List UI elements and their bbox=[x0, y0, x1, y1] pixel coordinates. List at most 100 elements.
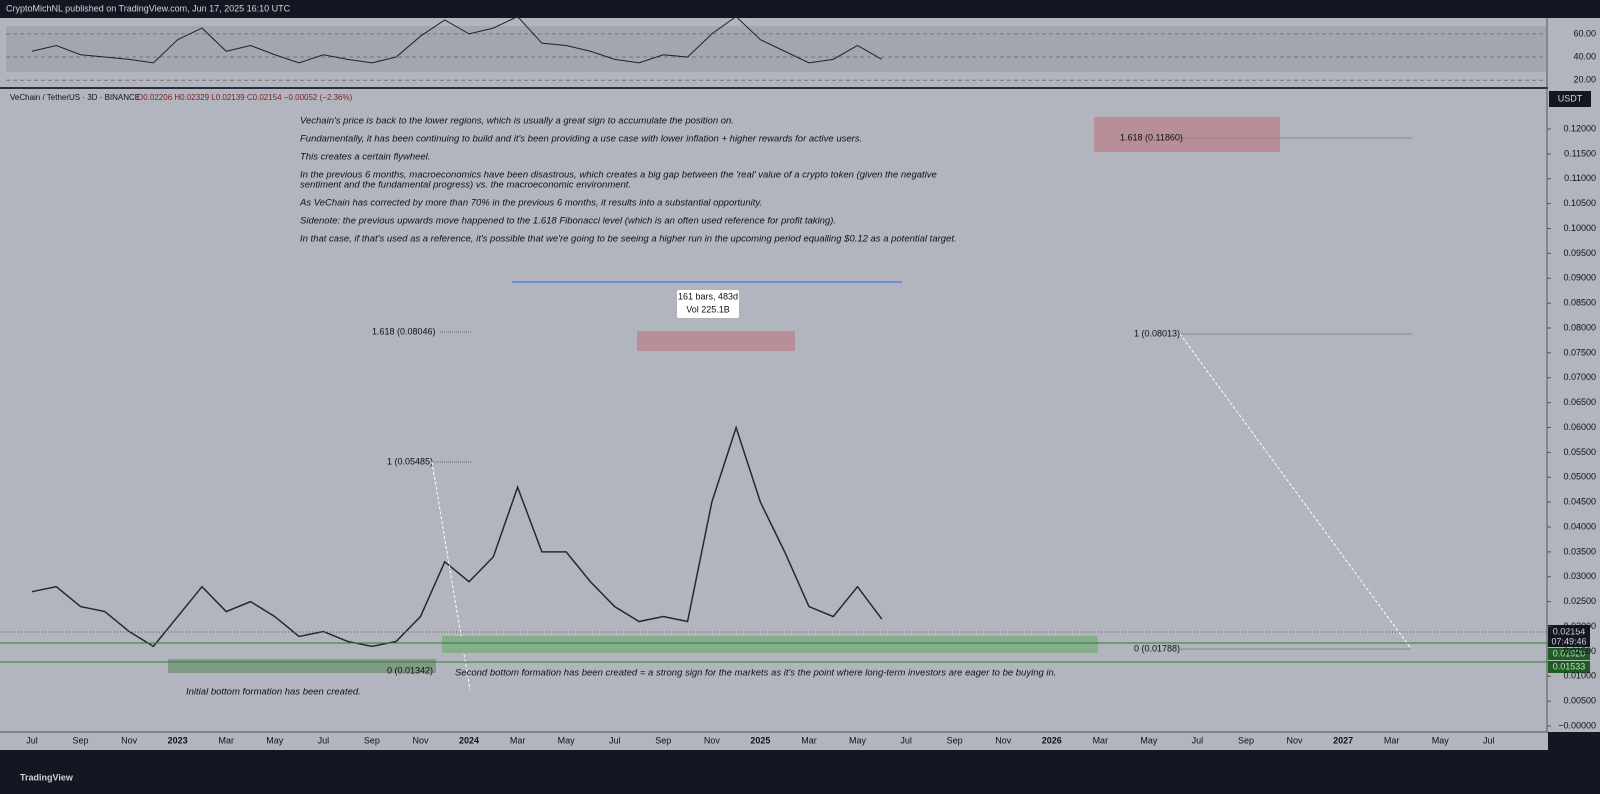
x-tick-label: Sep bbox=[655, 735, 671, 745]
y-tick-label: 0.01500 bbox=[1563, 646, 1596, 656]
note: Sidenote: the previous upwards move happ… bbox=[300, 216, 836, 227]
note: Vechain's price is back to the lower reg… bbox=[300, 116, 734, 127]
bottom-zone bbox=[442, 636, 1098, 653]
y-tick-label: 0.07500 bbox=[1563, 347, 1596, 357]
x-tick-label: Mar bbox=[1093, 735, 1109, 745]
x-tick-label: Jul bbox=[26, 735, 38, 745]
target-zone bbox=[1094, 117, 1280, 152]
y-tick-label: 0.08500 bbox=[1563, 298, 1596, 308]
notes: Vechain's price is back to the lower reg… bbox=[299, 116, 957, 245]
note: As VeChain has corrected by more than 70… bbox=[299, 198, 762, 209]
plot-bg bbox=[0, 18, 1548, 732]
level: 0.01920 bbox=[1553, 648, 1586, 658]
x-tick-label: Jul bbox=[1483, 735, 1495, 745]
note: This creates a certain flywheel. bbox=[300, 152, 430, 163]
rsi-line bbox=[31, 15, 883, 64]
x-tick-label: May bbox=[849, 735, 867, 745]
x-tick-label: Nov bbox=[412, 735, 429, 745]
ohlc: O0.02206 H0.02329 L0.02139 C0.02154 −0.0… bbox=[137, 93, 353, 102]
y-tick-label: 0.01000 bbox=[1563, 671, 1596, 681]
fib-label: 1.618 (0.11860) bbox=[1120, 132, 1183, 142]
y-tick-label: 0.00500 bbox=[1563, 696, 1596, 706]
x-tick-label: Mar bbox=[218, 735, 234, 745]
y-tick-label: 0.07000 bbox=[1563, 372, 1596, 382]
y-tick-label: 0.11000 bbox=[1564, 173, 1596, 183]
x-tick-label: 2023 bbox=[168, 735, 188, 745]
x-tick-label: 2026 bbox=[1042, 735, 1062, 745]
fib-label: 1 (0.05485) bbox=[387, 456, 433, 466]
level-badge bbox=[1548, 648, 1590, 660]
price-line bbox=[31, 425, 883, 648]
currency: USDT bbox=[1558, 93, 1583, 103]
top-bar bbox=[0, 0, 1600, 18]
y-tick-label: 0.05000 bbox=[1563, 472, 1596, 482]
x-tick-label: May bbox=[266, 735, 284, 745]
price-axis-bg bbox=[1548, 18, 1600, 732]
y-tick-label: 0.04500 bbox=[1563, 497, 1596, 507]
price-badge bbox=[1548, 625, 1590, 647]
y-tick-label: 0.03000 bbox=[1563, 571, 1596, 581]
footer-logo: TradingView bbox=[20, 772, 74, 782]
y-tick-label: 0.10000 bbox=[1563, 223, 1596, 233]
x-tick-label: Sep bbox=[1238, 735, 1254, 745]
price: 0.02154 bbox=[1553, 626, 1586, 636]
x-tick-label: May bbox=[1432, 735, 1450, 745]
currency-badge bbox=[1549, 91, 1591, 107]
x-tick-label: Mar bbox=[510, 735, 526, 745]
x-tick-label: Nov bbox=[995, 735, 1012, 745]
y-tick-label: 0.12000 bbox=[1563, 123, 1596, 133]
y-tick-label: 0.09500 bbox=[1563, 248, 1596, 258]
footer-bar bbox=[0, 750, 1600, 789]
symbol: VeChain / TetherUS · 3D · BINANCE bbox=[10, 93, 140, 102]
y-tick-label: 0.05500 bbox=[1563, 447, 1596, 457]
note: In that case, if that's used as a refere… bbox=[300, 234, 957, 245]
x-tick-label: Mar bbox=[801, 735, 817, 745]
rsi-tick-label: 20.00 bbox=[1573, 75, 1596, 85]
y-tick-label: 0.04000 bbox=[1563, 521, 1596, 531]
x-tick-label: Sep bbox=[947, 735, 963, 745]
top-zone bbox=[637, 331, 795, 351]
x-tick-label: Jul bbox=[318, 735, 330, 745]
x-tick-label: Jul bbox=[900, 735, 912, 745]
measure-bars: 161 bars, 483d bbox=[678, 291, 738, 301]
level-badge bbox=[1548, 661, 1590, 673]
x-tick-label: Sep bbox=[73, 735, 89, 745]
x-tick-label: 2024 bbox=[459, 735, 479, 745]
caption: Second bottom formation has been created… bbox=[455, 668, 1056, 679]
rsi-tick-label: 40.00 bbox=[1573, 51, 1596, 61]
x-tick-label: Nov bbox=[121, 735, 138, 745]
countdown: 07:49:46 bbox=[1551, 636, 1586, 646]
y-tick-label: 0.02500 bbox=[1563, 596, 1596, 606]
fib-label: 1 (0.08013) bbox=[1134, 328, 1180, 338]
x-tick-label: Nov bbox=[704, 735, 721, 745]
y-tick-label: 0.08000 bbox=[1563, 322, 1596, 332]
x-tick-label: Jul bbox=[609, 735, 621, 745]
y-tick-label: 0.06000 bbox=[1563, 422, 1596, 432]
note: In the previous 6 months, macroeconomics… bbox=[300, 170, 937, 181]
x-tick-label: Mar bbox=[1384, 735, 1400, 745]
x-tick-label: 2025 bbox=[750, 735, 770, 745]
fib-label: 1.618 (0.08046) bbox=[372, 326, 436, 336]
y-tick-label: 0.09000 bbox=[1563, 273, 1596, 283]
time-axis-bg bbox=[0, 732, 1548, 750]
fib-label: 0 (0.01342) bbox=[387, 665, 433, 675]
y-tick-label: 0.10500 bbox=[1563, 198, 1596, 208]
fib-trend bbox=[1179, 333, 1413, 651]
fib-label: 0 (0.01788) bbox=[1134, 643, 1180, 653]
measure-box bbox=[677, 290, 739, 318]
byline: CryptoMichNL published on TradingView.co… bbox=[6, 3, 291, 13]
x-tick-label: Sep bbox=[364, 735, 380, 745]
y-tick-label: 0.11500 bbox=[1564, 148, 1596, 158]
y-tick-label: 0.02000 bbox=[1563, 621, 1596, 631]
note: Fundamentally, it has been continuing to… bbox=[300, 134, 862, 145]
note: sentiment and the fundamental progress) … bbox=[300, 180, 631, 191]
x-tick-label: 2027 bbox=[1333, 735, 1353, 745]
measure-volume: Vol 225.1B bbox=[686, 304, 730, 314]
x-tick-label: Nov bbox=[1287, 735, 1304, 745]
y-tick-label: 0.06500 bbox=[1563, 397, 1596, 407]
badges: 0.02154 07:49:46 0.01920 0.01533 bbox=[1548, 625, 1590, 673]
y-tick-label: −0.00000 bbox=[1558, 720, 1596, 730]
x-tick-label: Jul bbox=[1192, 735, 1204, 745]
level: 0.01533 bbox=[1553, 661, 1586, 671]
